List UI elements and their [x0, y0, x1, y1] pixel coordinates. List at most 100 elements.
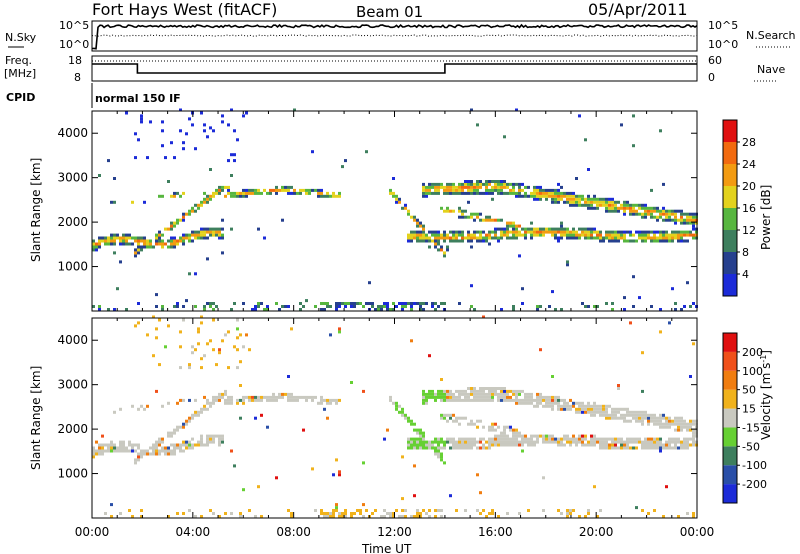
power-cell — [530, 233, 533, 237]
power-cell — [668, 239, 671, 243]
velocity-cell — [605, 416, 608, 420]
power-cell — [320, 188, 323, 192]
power-cell — [164, 242, 167, 246]
power-cell — [143, 242, 146, 246]
power-cell — [104, 239, 107, 243]
velocity-cell — [176, 512, 179, 515]
velocity-cell — [245, 395, 248, 399]
velocity-cell — [143, 449, 146, 453]
velocity-cell — [170, 431, 173, 435]
velocity-cell — [590, 443, 593, 447]
power-cell — [368, 302, 371, 305]
power-cell — [416, 239, 419, 243]
power-cell — [527, 227, 530, 231]
velocity-cell — [416, 437, 419, 441]
velocity-cell — [338, 470, 341, 474]
velocity-cell — [218, 398, 221, 402]
power-cell — [578, 194, 581, 198]
power-cell — [230, 194, 233, 198]
power-cell — [287, 188, 290, 192]
power-cell — [425, 302, 428, 305]
power-cell — [425, 239, 428, 243]
power-cell — [641, 206, 644, 210]
velocity-cell — [170, 452, 173, 456]
power-cell — [176, 302, 179, 305]
velocity-cell — [113, 449, 116, 453]
power-cell — [458, 206, 461, 210]
velocity-cell — [212, 434, 215, 438]
power-cell — [410, 233, 413, 237]
velocity-colorbar-swatch — [723, 408, 737, 428]
power-cell — [335, 194, 338, 198]
power-cell — [620, 230, 623, 234]
velocity-cell — [674, 437, 677, 441]
power-cell — [641, 203, 644, 207]
power-cell — [665, 230, 668, 234]
power-cell — [467, 182, 470, 186]
power-cell — [164, 227, 167, 231]
velocity-cell — [140, 515, 143, 518]
power-cell — [494, 218, 497, 222]
velocity-cell — [242, 395, 245, 399]
power-cell — [632, 212, 635, 216]
power-cell — [113, 236, 116, 240]
power-cell — [173, 224, 176, 228]
power-cell — [176, 218, 179, 222]
velocity-cell — [443, 389, 446, 393]
velocity-cell — [338, 330, 341, 334]
power-cell — [566, 263, 569, 267]
velocity-cell — [428, 509, 431, 512]
power-cell — [473, 191, 476, 195]
velocity-cell — [206, 398, 209, 402]
velocity-cell — [581, 437, 584, 441]
velocity-cell — [512, 398, 515, 402]
velocity-cell — [620, 443, 623, 447]
power-cell — [422, 194, 425, 198]
power-cell — [263, 236, 266, 240]
power-cell — [653, 236, 656, 240]
power-cell — [428, 230, 431, 234]
power-cell — [437, 185, 440, 189]
velocity-cell — [203, 354, 206, 358]
power-cell — [110, 239, 113, 243]
velocity-cell — [419, 440, 422, 444]
power-cell — [677, 236, 680, 240]
power-cell — [350, 305, 353, 308]
velocity-cell — [617, 387, 620, 390]
power-cell — [623, 296, 626, 300]
velocity-cell — [641, 410, 644, 414]
cpid-label: CPID — [6, 91, 35, 104]
velocity-cell — [218, 434, 221, 438]
velocity-cell — [491, 428, 494, 432]
power-cell — [434, 233, 437, 237]
velocity-cell — [404, 413, 407, 417]
power-cell — [440, 185, 443, 189]
power-cell — [470, 245, 473, 249]
power-cell — [398, 302, 401, 305]
velocity-cell — [137, 452, 140, 456]
power-cell — [212, 227, 215, 231]
power-cell — [293, 108, 296, 112]
power-cell — [416, 221, 419, 225]
velocity-cell — [542, 395, 545, 399]
velocity-cell — [419, 431, 422, 435]
velocity-cell — [128, 449, 131, 453]
velocity-cell — [551, 440, 554, 444]
velocity-cell — [515, 440, 518, 444]
velocity-cell — [206, 437, 209, 441]
velocity-cell — [167, 401, 170, 405]
velocity-cell — [401, 497, 404, 501]
velocity-cell — [560, 512, 563, 515]
velocity-cell — [212, 318, 215, 322]
velocity-cell — [275, 395, 278, 399]
power-cell — [623, 203, 626, 207]
power-cell — [476, 215, 479, 219]
power-cell — [464, 182, 467, 186]
velocity-cell — [518, 401, 521, 405]
velocity-cell — [566, 515, 569, 518]
power-cell — [431, 191, 434, 195]
power-cell — [536, 194, 539, 198]
power-cell — [485, 180, 488, 183]
power-cell — [413, 233, 416, 237]
power-cell — [98, 305, 101, 308]
